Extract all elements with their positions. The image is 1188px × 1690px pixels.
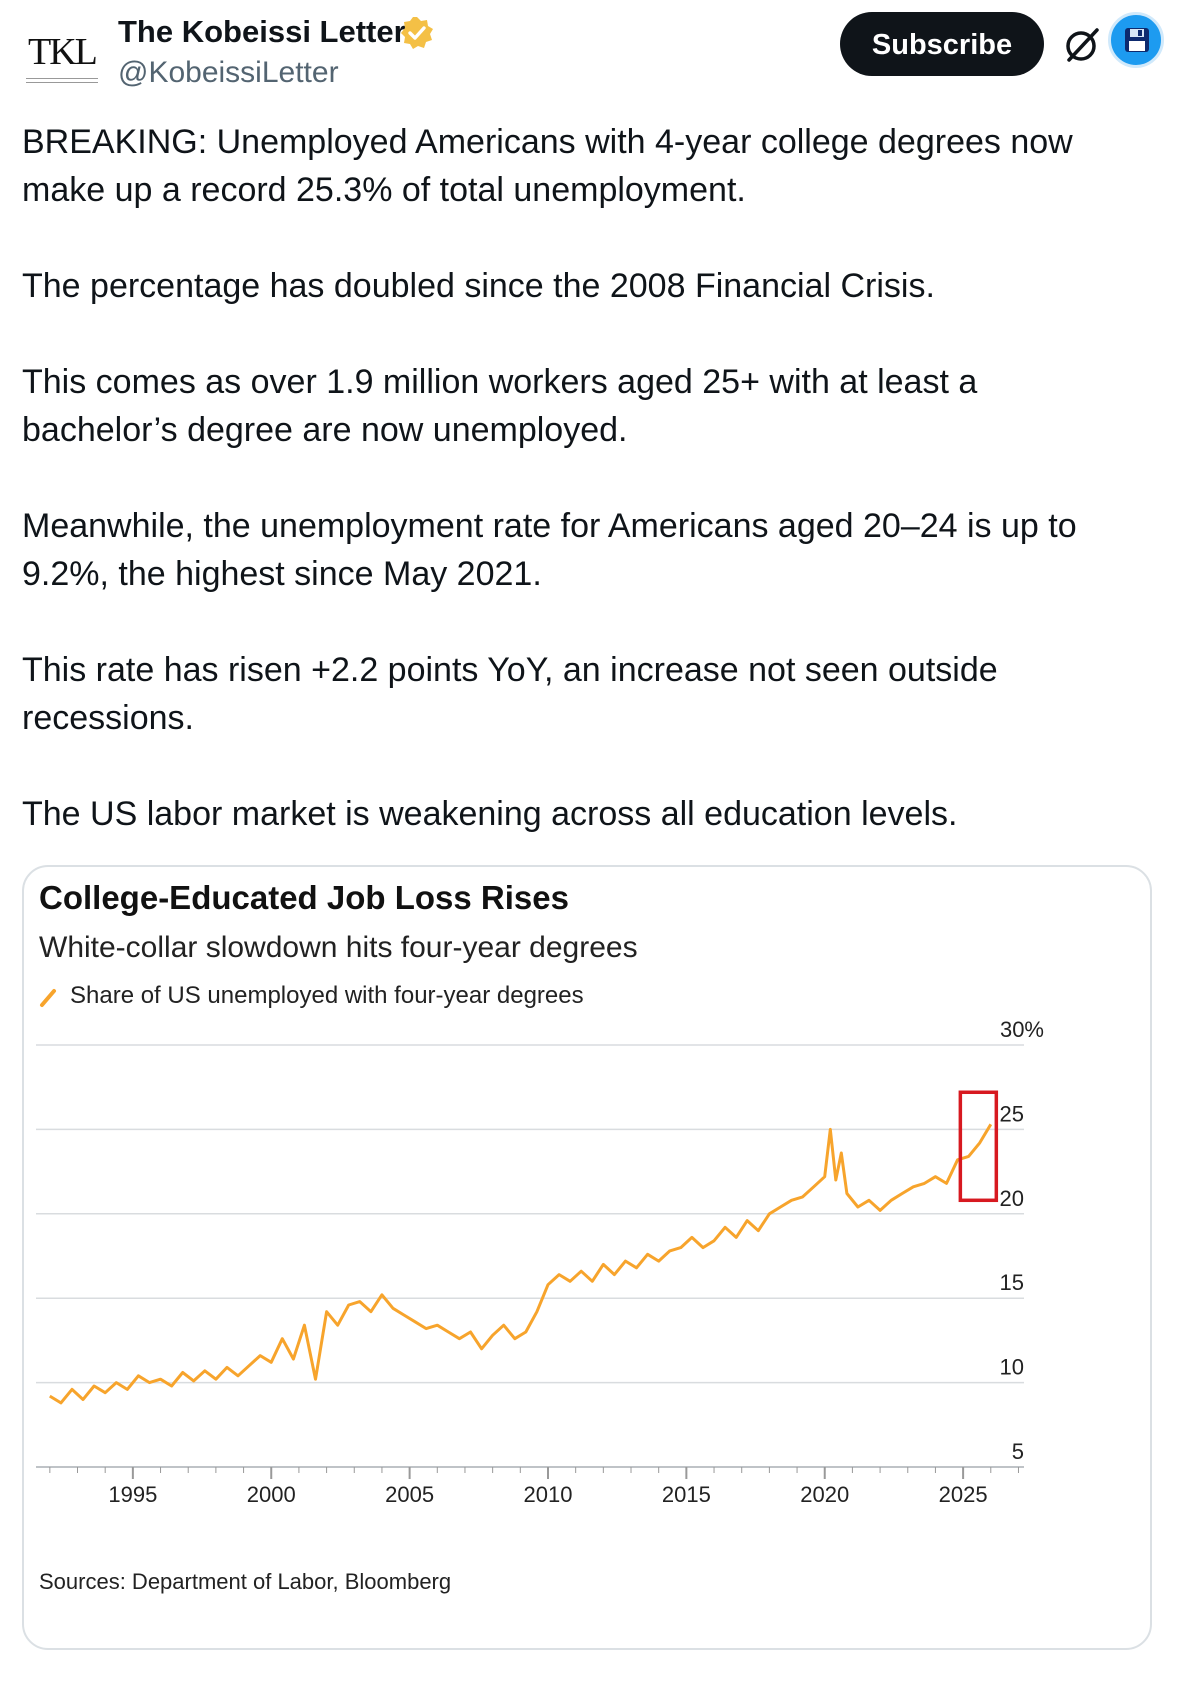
subscribe-button[interactable]: Subscribe: [840, 12, 1044, 76]
x-tick-label: 2025: [939, 1482, 988, 1507]
highlight-box: [958, 1090, 999, 1203]
avatar[interactable]: TKL: [22, 18, 102, 98]
legend-swatch: [40, 989, 56, 1007]
display-name[interactable]: The Kobeissi Letter: [118, 14, 406, 49]
tweet-text: BREAKING: Unemployed Americans with 4-ye…: [22, 118, 1142, 886]
y-tick-label: 10: [1000, 1355, 1024, 1380]
user-handle[interactable]: @KobeissiLetter: [118, 56, 339, 89]
tweet-paragraph: This rate has risen +2.2 points YoY, an …: [22, 651, 998, 737]
tweet-header: TKL The Kobeissi Letter @KobeissiLetter …: [0, 0, 1188, 110]
y-tick-label: 20: [1000, 1186, 1024, 1211]
tweet-paragraph: The US labor market is weakening across …: [22, 795, 958, 833]
legend-label: Share of US unemployed with four-year de…: [70, 982, 584, 1009]
tweet-paragraph: The percentage has doubled since the 200…: [22, 267, 935, 305]
tweet-paragraph: BREAKING: Unemployed Americans with 4-ye…: [22, 123, 1073, 209]
save-extension-button[interactable]: [1108, 12, 1164, 68]
x-tick-label: 2020: [800, 1482, 849, 1507]
x-tick-label: 2010: [524, 1482, 573, 1507]
y-tick-label: 15: [1000, 1270, 1024, 1295]
chart-image-card[interactable]: College-Educated Job Loss Rises White-co…: [22, 865, 1152, 1650]
x-tick-label: 2000: [247, 1482, 296, 1507]
chart-source: Sources: Department of Labor, Bloomberg: [39, 1569, 451, 1594]
x-tick-label: 2005: [385, 1482, 434, 1507]
y-tick-label: 25: [1000, 1101, 1024, 1126]
floppy-disk-icon: [1125, 28, 1149, 52]
avatar-logo-rule: [26, 78, 98, 83]
y-tick-label: 5: [1012, 1439, 1024, 1464]
y-tick-label: 30%: [1000, 1017, 1044, 1042]
chart-subtitle: White-collar slowdown hits four-year deg…: [39, 931, 638, 964]
series-line: [49, 1123, 993, 1405]
x-tick-label: 2015: [662, 1482, 711, 1507]
x-tick-label: 1995: [108, 1482, 157, 1507]
tweet-paragraph: Meanwhile, the unemployment rate for Ame…: [22, 507, 1077, 593]
chart-title: College-Educated Job Loss Rises: [39, 879, 569, 916]
verified-badge-icon: [401, 17, 433, 49]
line-chart: College-Educated Job Loss Rises White-co…: [36, 879, 1044, 1594]
tweet-paragraph: This comes as over 1.9 million workers a…: [22, 363, 978, 449]
grok-icon[interactable]: [1060, 22, 1104, 66]
avatar-logo-text: TKL: [28, 31, 98, 73]
